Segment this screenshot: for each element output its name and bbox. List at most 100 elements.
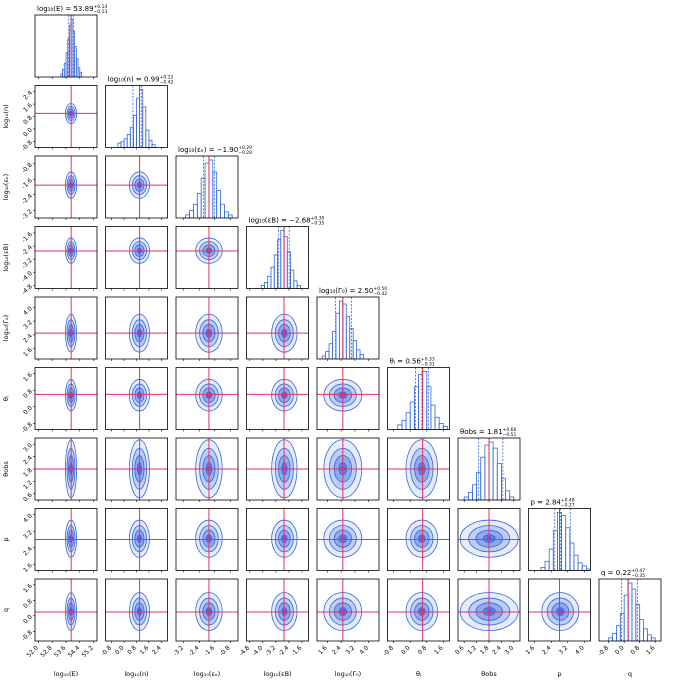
y-tick-label: -4.8 [21,283,34,296]
panel-frame [246,296,309,360]
panel [35,579,97,641]
y-tick-label: 4.0 [22,305,34,317]
panel-title: p = 2.84+0.48 −0.27 [531,498,575,509]
x-tick-label: 2.4 [491,644,503,656]
histogram-bar [409,401,415,430]
y-axis-label: log₁₀(n) [2,104,10,128]
x-tick-label: 1.6 [433,644,445,656]
x-tick-label: 0.8 [629,644,641,656]
histogram-bar [463,496,469,500]
y-tick-label: -0.8 [21,629,34,642]
panel [60,15,82,77]
panel [397,367,448,430]
histogram-bar [573,554,579,571]
panel-frame [175,155,239,219]
y-axis-label: log₁₀(εB) [2,243,10,271]
panel-frame [175,226,239,289]
histogram-bar [270,266,275,289]
histogram-bar [267,275,272,289]
histogram-bar [496,462,502,500]
x-tick-label: 2.4 [151,644,163,656]
histogram-bar [544,560,550,571]
histogram-bar [492,447,498,500]
panel [528,579,591,641]
histogram-bar [581,565,587,571]
x-tick-label: 54.4 [67,644,82,659]
histogram-bar [623,594,629,641]
panel [387,438,450,500]
x-axis-label: log₁₀(Γ₀) [335,670,361,678]
panel-title: q = 0.22+0.47 −0.35 [601,568,645,579]
histogram-bar [397,424,403,430]
panel [105,156,168,218]
panel-frame [316,508,380,571]
panel-frame [316,296,380,360]
panel-frame [246,578,309,642]
panel [260,226,301,289]
panel [317,579,379,641]
histogram-bar [208,159,214,218]
histogram-bar [220,203,225,218]
title-minus: −0.35 [311,221,325,227]
histogram-bar [577,562,583,571]
x-tick-label: -0.8 [218,644,231,657]
panel-frame [246,508,309,571]
histogram-bar [345,315,351,359]
histogram-bar [472,484,478,500]
x-tick-label: 4.0 [574,644,586,656]
title-minus: −0.35 [631,573,645,579]
x-tick-label: 1.2 [466,644,478,656]
title-minus: −0.27 [561,503,575,509]
panel-frame [598,578,662,642]
panel [105,226,168,289]
y-tick-label: -1.6 [21,177,34,190]
histogram-bar [401,419,407,430]
title-minus: −0.31 [421,362,435,368]
histogram-bar [224,211,229,218]
histogram-bar [328,343,333,359]
x-tick-label: 3.2 [345,644,357,656]
panel-frame [175,578,239,642]
histogram-bar [335,312,340,359]
panel-frame [175,367,239,430]
y-tick-label: 1.2 [22,479,34,491]
y-axis-label: log₁₀(Γ₀) [2,315,10,341]
title-plus: +0.12 [160,75,174,81]
x-axis-label: p [557,670,561,678]
title-main: log₁₀(n) = 0.99 [108,76,160,84]
y-axis-label: θⱼ [2,396,10,401]
y-axis-label: q [2,608,10,612]
panel [246,508,309,571]
histogram-bar [204,162,210,218]
y-axis-label: θobs [2,461,10,477]
histogram-bar [126,134,131,148]
x-axis-label: θⱼ [416,670,421,678]
panel [246,438,309,500]
panel [105,508,168,571]
histogram-bar [612,632,617,641]
histogram-bar [442,426,448,430]
histogram-bar [480,456,486,500]
x-tick-label: 1.8 [479,644,491,656]
x-tick-label: -3.2 [264,644,277,657]
histogram-bar [422,371,428,430]
histogram-bar [216,190,221,218]
y-tick-label: 1.6 [22,371,34,383]
histogram-bar [509,496,515,500]
y-tick-label: 0.8 [22,388,34,400]
histogram-bar [639,619,644,641]
title-plus: +0.14 [94,4,108,10]
histogram-bar [616,625,621,641]
title-plus: +0.50 [373,286,387,292]
histogram-bar [260,285,265,289]
x-tick-label: 55.2 [81,644,96,659]
x-tick-label: 2.4 [541,644,553,656]
panel-frame [528,508,591,571]
histogram-bar [356,349,361,359]
panel-frame [175,437,239,501]
panel-title: θobs = 1.81+0.66 −0.51 [460,427,516,438]
panel [317,508,379,571]
histogram-bar [79,72,82,77]
title-main: p = 2.84 [531,499,562,507]
